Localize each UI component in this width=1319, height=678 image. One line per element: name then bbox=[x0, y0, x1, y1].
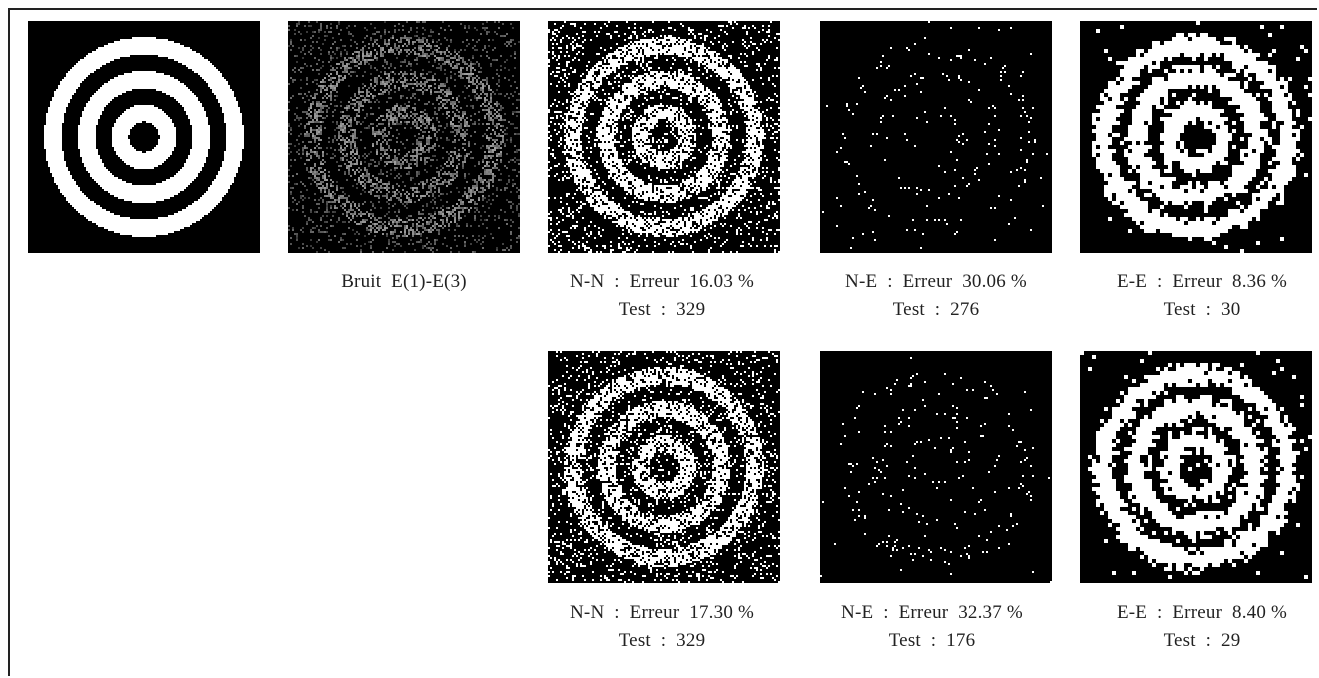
caption-nn-1-error: N-N : Erreur 16.03 % bbox=[570, 271, 754, 292]
caption-nn-2: N-N : Erreur 17.30 % Test : 329 bbox=[527, 599, 797, 655]
caption-noise-text: Bruit E(1)-E(3) bbox=[341, 271, 467, 292]
caption-ee-1-error: E-E : Erreur 8.36 % bbox=[1116, 271, 1288, 292]
caption-ee-1: E-E : Erreur 8.36 % Test : 30 bbox=[1067, 268, 1319, 324]
caption-ne-1: N-E : Erreur 30.06 % Test : 276 bbox=[801, 268, 1071, 324]
caption-ne-2: N-E : Erreur 32.37 % Test : 176 bbox=[797, 599, 1067, 655]
figure-frame bbox=[8, 8, 1317, 676]
caption-ee-1-test: Test : 30 bbox=[1163, 299, 1241, 320]
caption-ne-1-test: Test : 276 bbox=[892, 299, 980, 320]
original-target-image bbox=[28, 21, 260, 253]
caption-nn-1: N-N : Erreur 16.03 % Test : 329 bbox=[527, 268, 797, 324]
result-image-ne-2 bbox=[820, 351, 1052, 583]
caption-nn-1-test: Test : 329 bbox=[618, 299, 706, 320]
result-image-ee-2 bbox=[1080, 351, 1312, 583]
caption-ne-2-test: Test : 176 bbox=[888, 630, 976, 651]
caption-nn-2-error: N-N : Erreur 17.30 % bbox=[570, 602, 754, 623]
caption-noise: Bruit E(1)-E(3) bbox=[269, 268, 539, 296]
result-image-nn-1 bbox=[548, 21, 780, 253]
caption-ee-2: E-E : Erreur 8.40 % Test : 29 bbox=[1067, 599, 1319, 655]
result-image-ee-1 bbox=[1080, 21, 1312, 253]
caption-nn-2-test: Test : 329 bbox=[618, 630, 706, 651]
result-image-ne-1 bbox=[820, 21, 1052, 253]
noisy-image bbox=[288, 21, 520, 253]
caption-ne-1-error: N-E : Erreur 30.06 % bbox=[845, 271, 1027, 292]
result-image-nn-2 bbox=[548, 351, 780, 583]
caption-ne-2-error: N-E : Erreur 32.37 % bbox=[841, 602, 1023, 623]
caption-ee-2-test: Test : 29 bbox=[1163, 630, 1241, 651]
caption-ee-2-error: E-E : Erreur 8.40 % bbox=[1116, 602, 1288, 623]
